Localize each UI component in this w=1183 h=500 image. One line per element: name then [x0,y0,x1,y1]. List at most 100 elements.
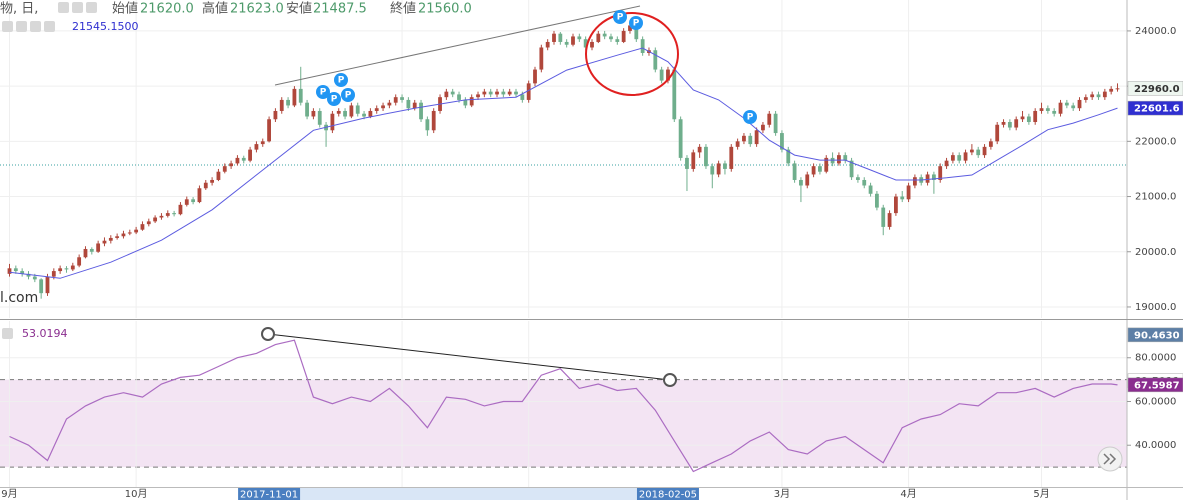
close-button[interactable] [2,328,13,339]
candle-body [45,276,50,294]
y-tick-label: 60.0000 [1135,396,1176,407]
visibility-button[interactable] [58,2,69,13]
candle-body [476,94,480,98]
candle-body [533,69,537,84]
candle-body [818,166,822,172]
candle-body [571,36,575,45]
crosshair-label: 2017-11-01 [240,490,298,500]
candle-body [140,224,145,230]
candle-body [672,69,677,120]
candle-body [912,177,917,186]
candle-body [742,135,746,142]
candle-body [1102,91,1107,98]
candle-body [653,50,658,70]
candle-body [773,113,778,134]
trend-line [274,5,641,86]
candle-body [210,179,215,183]
visibility-button[interactable] [2,21,13,32]
candle-body [203,182,208,189]
price-badge-label: 22960.0 [1134,84,1180,95]
candle-body [1007,122,1012,128]
candle-body [830,157,835,164]
price-badge-label: 90.4630 [1134,330,1180,341]
legend-header: 物, 日, 始値 21620.0 高値 21623.0 安値 21487.5 終… [0,1,472,341]
candle-body [552,33,556,42]
candle-body [1020,116,1025,120]
candle-body [938,166,943,180]
trend-handle[interactable] [663,373,677,387]
candle-body [412,102,417,109]
candle-body [469,97,474,106]
candle-body [761,124,765,131]
annotations [261,5,679,387]
y-tick-label: 24000.0 [1135,26,1176,37]
more-button[interactable] [44,21,55,32]
event-marker-label: P [747,113,754,123]
candle-body [780,133,784,150]
settings-button[interactable] [16,21,27,32]
highlight-circle [585,12,679,96]
candle-body [1014,119,1019,128]
candle-body [222,166,227,172]
settings-button[interactable] [72,2,83,13]
candle-body [805,174,810,186]
candle-body [514,91,518,95]
trend-handle[interactable] [261,327,275,341]
candle-body [134,229,139,233]
price-badge [1127,327,1183,343]
candle-body [229,163,233,167]
candle-body [887,213,892,227]
candle-body [577,36,582,40]
candle-body [957,155,962,161]
candle-body [925,174,930,183]
candle-body [976,149,981,156]
candle-body [32,276,37,280]
candle-body [729,146,734,169]
watermark: l.com [0,290,38,306]
event-marker[interactable] [743,110,757,124]
candle-body [583,39,588,48]
candle-body [754,130,759,145]
candle-body [666,69,670,81]
crosshair-label-box [238,488,301,500]
rsi-legend-value: 53.0194 [22,327,68,340]
candle-body [298,88,303,103]
candle-body [89,248,94,252]
event-marker[interactable] [327,92,341,106]
y-tick-label: 80.0000 [1135,353,1176,364]
candle-body [368,110,373,117]
scroll-button[interactable] [1097,446,1123,472]
candle-body [868,185,873,194]
close-button[interactable] [86,2,97,13]
candle-body [102,240,107,244]
candle-body [748,135,753,145]
candle-body [39,279,44,294]
candle-body [1052,110,1057,114]
close-button[interactable] [30,21,41,32]
candle-body [735,141,740,147]
candle-body [96,243,101,252]
candle-body [393,97,398,103]
candle-body [127,232,132,234]
y-tick-label: 21000.0 [1135,192,1176,203]
candle-body [659,69,664,81]
candle-body [241,157,246,161]
candle-body [77,257,82,266]
event-marker[interactable] [613,10,627,24]
candle-body [995,124,1000,142]
candle-body [950,155,955,161]
x-tick-label: 3月 [774,488,790,500]
candle-body [355,105,360,114]
candle-body [165,213,170,216]
candle-body [697,146,702,153]
x-tick-label: 9月 [1,488,17,500]
candle-body [931,174,936,180]
candle-body [70,265,75,270]
candle-body [260,141,265,145]
event-marker[interactable] [334,73,348,87]
event-marker[interactable] [629,16,643,30]
event-marker[interactable] [316,85,330,99]
event-marker[interactable] [341,88,355,102]
